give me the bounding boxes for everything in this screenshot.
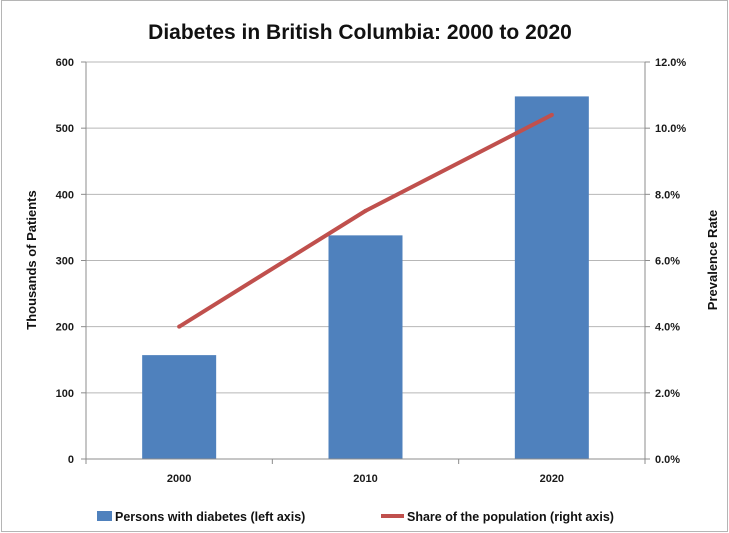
- left-tick-label: 300: [56, 256, 74, 268]
- prevalence-point-2010: [363, 208, 368, 213]
- prevalence-point-2020: [549, 112, 554, 117]
- right-tick-label: 8.0%: [655, 189, 680, 201]
- bar-series: [142, 96, 589, 459]
- bar-2020: [514, 96, 589, 459]
- right-tick-label: 10.0%: [655, 123, 686, 135]
- left-tick-label: 600: [56, 57, 74, 69]
- left-tick-label: 500: [56, 123, 74, 135]
- tick-labels: 0 100 200 300 400 500 600 0.0% 2.0% 4.0% 6.0% 8.0% 1…: [56, 57, 687, 485]
- right-tick-label: 12.0%: [655, 57, 686, 69]
- legend-line-label: Share of the population (right axis): [407, 510, 614, 524]
- bar-2010: [328, 235, 403, 459]
- legend-bar-swatch: [97, 511, 112, 521]
- line-series: [177, 112, 554, 329]
- legend: Persons with diabetes (left axis) Share …: [97, 510, 614, 524]
- x-tick-label: 2000: [167, 473, 191, 485]
- chart-title: Diabetes in British Columbia: 2000 to 20…: [148, 21, 572, 44]
- right-tick-label: 6.0%: [655, 256, 680, 268]
- prevalence-point-2000: [177, 324, 182, 329]
- left-tick-label: 400: [56, 189, 74, 201]
- left-tick-label: 100: [56, 388, 74, 400]
- left-axis-title: Thousands of Patients: [24, 190, 39, 329]
- left-tick-label: 0: [68, 454, 74, 466]
- left-tick-label: 200: [56, 322, 74, 334]
- legend-bar-label: Persons with diabetes (left axis): [115, 510, 305, 524]
- right-axis-title: Prevalence Rate: [705, 210, 720, 310]
- bar-2000: [142, 355, 217, 459]
- x-tick-label: 2010: [353, 473, 377, 485]
- right-tick-label: 4.0%: [655, 322, 680, 334]
- right-tick-label: 0.0%: [655, 454, 680, 466]
- x-tick-label: 2020: [540, 473, 564, 485]
- right-tick-label: 2.0%: [655, 388, 680, 400]
- axes: [81, 61, 650, 464]
